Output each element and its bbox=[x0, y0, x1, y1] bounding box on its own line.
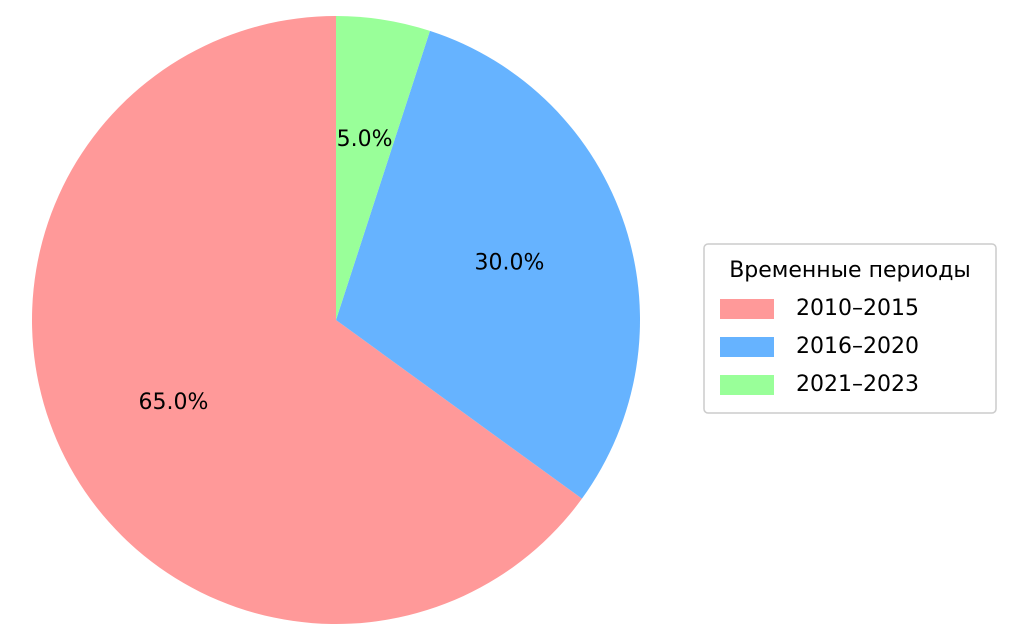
pie-slice bbox=[336, 30, 640, 499]
legend-swatch bbox=[720, 375, 774, 395]
legend-box bbox=[703, 243, 997, 414]
pie-slice bbox=[31, 16, 582, 625]
legend-label: 2021–2023 bbox=[796, 372, 919, 397]
legend-label: 2016–2020 bbox=[796, 334, 919, 359]
legend-swatch bbox=[720, 299, 774, 319]
legend-label: 2010–2015 bbox=[796, 296, 919, 321]
pie-slice bbox=[336, 16, 430, 320]
slice-label: 5.0% bbox=[337, 127, 393, 152]
legend-swatch bbox=[720, 337, 774, 357]
slice-label: 65.0% bbox=[139, 390, 209, 415]
legend-title: Временные периоды bbox=[729, 258, 971, 283]
slice-label: 30.0% bbox=[475, 251, 545, 276]
